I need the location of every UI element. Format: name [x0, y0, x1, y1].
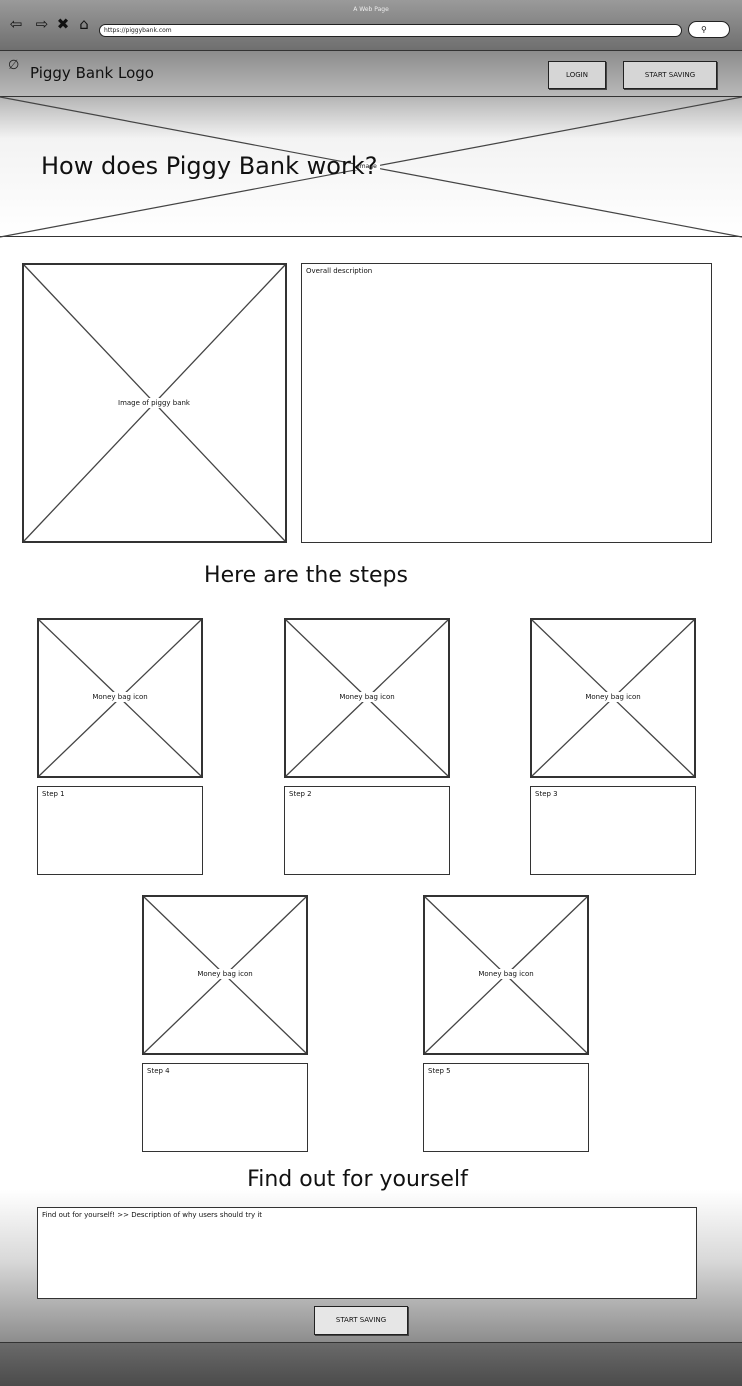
footer [0, 1342, 742, 1386]
window-title: A Web Page [353, 6, 389, 13]
home-icon[interactable]: ⌂ [79, 15, 89, 33]
step-description: Step 3 [530, 786, 696, 875]
piggy-bank-image-label: Image of piggy bank [115, 398, 193, 408]
find-out-heading: Find out for yourself [247, 1167, 468, 1192]
steps-heading: Here are the steps [204, 563, 408, 588]
step-description: Step 2 [284, 786, 450, 875]
forward-icon[interactable]: ⇨ [35, 15, 49, 33]
page-title: How does Piggy Bank work? [41, 152, 378, 180]
logo-icon: ∅ [8, 58, 20, 73]
piggy-bank-image: Image of piggy bank [22, 263, 287, 543]
close-icon[interactable]: ✖ [56, 15, 70, 33]
site-header [0, 51, 742, 97]
cta-description: Find out for yourself! >> Description of… [37, 1207, 697, 1299]
step-description: Step 4 [142, 1063, 308, 1152]
logo-text[interactable]: Piggy Bank Logo [30, 64, 154, 82]
money-bag-icon: Money bag icon [142, 895, 308, 1055]
hero-image-label: Image [355, 163, 380, 170]
money-bag-icon: Money bag icon [423, 895, 589, 1055]
money-bag-icon: Money bag icon [37, 618, 203, 778]
back-icon[interactable]: ⇦ [9, 15, 23, 33]
money-bag-icon-label: Money bag icon [582, 692, 644, 702]
money-bag-icon-label: Money bag icon [194, 969, 256, 979]
money-bag-icon-label: Money bag icon [89, 692, 151, 702]
start-saving-bottom-button[interactable]: START SAVING [314, 1306, 408, 1335]
money-bag-icon: Money bag icon [284, 618, 450, 778]
start-saving-button[interactable]: START SAVING [623, 61, 717, 89]
url-bar[interactable]: https://piggybank.com [99, 24, 682, 37]
money-bag-icon-label: Money bag icon [336, 692, 398, 702]
login-button[interactable]: LOGIN [548, 61, 606, 89]
money-bag-icon: Money bag icon [530, 618, 696, 778]
search-icon[interactable]: ⚲ [688, 21, 730, 38]
step-description: Step 1 [37, 786, 203, 875]
step-description: Step 5 [423, 1063, 589, 1152]
overall-description: Overall description [301, 263, 712, 543]
money-bag-icon-label: Money bag icon [475, 969, 537, 979]
